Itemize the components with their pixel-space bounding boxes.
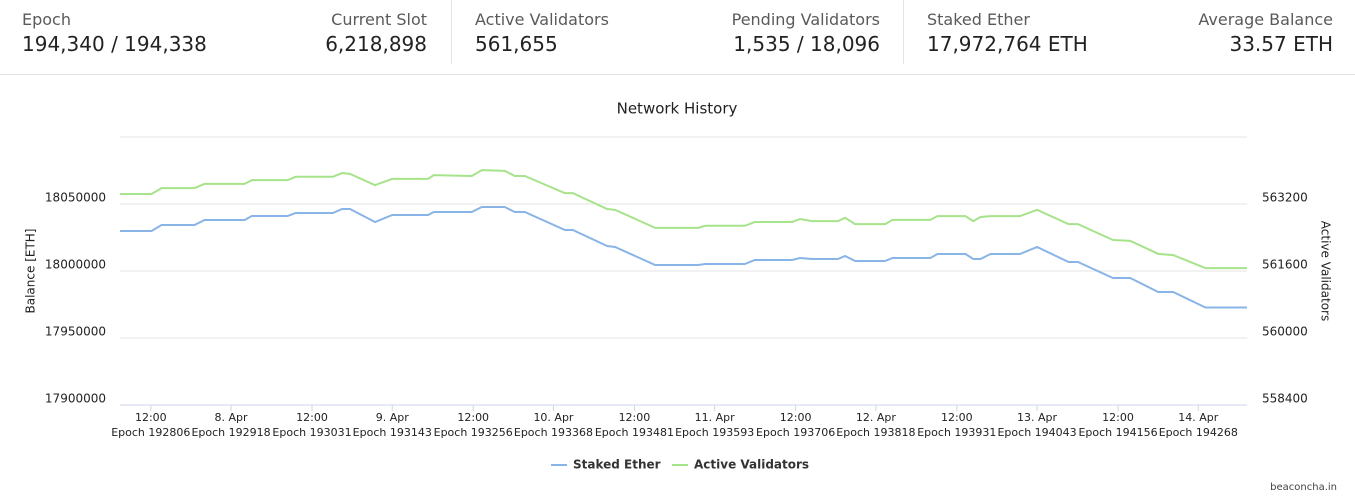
x-tick-sublabel: Epoch 192806 xyxy=(111,426,190,439)
x-tick-label: 12:00 xyxy=(135,411,167,424)
x-tick-sublabel: Epoch 193706 xyxy=(756,426,835,439)
x-tick-label: 10. Apr xyxy=(533,411,573,424)
stat-value: 33.57 ETH xyxy=(1229,32,1333,56)
x-tick-sublabel: Epoch 193143 xyxy=(353,426,432,439)
x-tick-sublabel: Epoch 193031 xyxy=(272,426,351,439)
x-tick-label: 11. Apr xyxy=(695,411,735,424)
stat: Current Slot 6,218,898 xyxy=(325,10,427,58)
x-tick-label: 12:00 xyxy=(941,411,973,424)
stat-label: Staked Ether xyxy=(927,10,1030,29)
stat: Staked Ether 17,972,764 ETH xyxy=(927,10,1088,58)
x-tick-label: 12:00 xyxy=(457,411,489,424)
x-tick-label: 14. Apr xyxy=(1178,411,1218,424)
series-line xyxy=(120,206,1247,309)
stat-value: 6,218,898 xyxy=(325,32,427,56)
stat-value: 194,340 / 194,338 xyxy=(22,32,207,56)
stats-bar: Epoch 194,340 / 194,338 Current Slot 6,218… xyxy=(0,0,1355,75)
y2-tick-label: 561600 xyxy=(1262,258,1308,272)
separator xyxy=(451,0,452,64)
x-tick-sublabel: Epoch 193818 xyxy=(836,426,915,439)
x-tick-label: 12:00 xyxy=(1102,411,1134,424)
legend-label: Staked Ether xyxy=(573,458,661,472)
stat: Epoch 194,340 / 194,338 xyxy=(22,10,207,58)
x-tick-label: 12:00 xyxy=(619,411,651,424)
x-tick-label: 12:00 xyxy=(780,411,812,424)
x-tick-label: 12. Apr xyxy=(856,411,896,424)
x-tick-sublabel: Epoch 194268 xyxy=(1159,426,1238,439)
x-tick-label: 9. Apr xyxy=(376,411,409,424)
y-tick-label: 18050000 xyxy=(45,191,106,205)
y-tick-label: 17900000 xyxy=(45,392,106,406)
y2-tick-label: 558400 xyxy=(1262,392,1308,406)
y-tick-label: 17950000 xyxy=(45,325,106,339)
x-tick-sublabel: Epoch 193481 xyxy=(595,426,674,439)
credit: beaconcha.in xyxy=(1270,482,1337,493)
x-tick-sublabel: Epoch 194156 xyxy=(1078,426,1157,439)
legend-label: Active Validators xyxy=(694,458,809,472)
stat: Pending Validators 1,535 / 18,096 xyxy=(732,10,880,58)
x-tick-sublabel: Epoch 193593 xyxy=(675,426,754,439)
chart-title: Network History xyxy=(617,100,738,118)
x-tick-sublabel: Epoch 193931 xyxy=(917,426,996,439)
stat-label: Average Balance xyxy=(1198,10,1333,29)
stat-label: Active Validators xyxy=(475,10,609,29)
x-tick-label: 8. Apr xyxy=(215,411,248,424)
stat-label: Epoch xyxy=(22,10,71,29)
stat-value: 561,655 xyxy=(475,32,558,56)
separator xyxy=(903,0,904,64)
stat-value: 17,972,764 ETH xyxy=(927,32,1088,56)
chart: Network History Balance [ETH] Active Val… xyxy=(24,100,1333,472)
y2-tick-label: 560000 xyxy=(1262,325,1308,339)
x-tick-label: 12:00 xyxy=(296,411,328,424)
x-tick-sublabel: Epoch 194043 xyxy=(997,426,1076,439)
x-tick-sublabel: Epoch 193256 xyxy=(434,426,513,439)
y2-tick-label: 563200 xyxy=(1262,191,1308,205)
x-tick-sublabel: Epoch 192918 xyxy=(191,426,270,439)
stat: Average Balance 33.57 ETH xyxy=(1198,10,1333,58)
y-tick-label: 18000000 xyxy=(45,258,106,272)
series-line xyxy=(120,169,1247,270)
stat-label: Pending Validators xyxy=(731,10,880,29)
stat: Active Validators 561,655 xyxy=(475,10,609,58)
y2-axis-title: Active Validators xyxy=(1319,221,1333,321)
stat-value: 1,535 / 18,096 xyxy=(733,32,880,56)
stat-label: Current Slot xyxy=(331,10,427,29)
x-tick-label: 13. Apr xyxy=(1017,411,1057,424)
y-axis-title: Balance [ETH] xyxy=(24,229,38,314)
x-tick-sublabel: Epoch 193368 xyxy=(514,426,593,439)
